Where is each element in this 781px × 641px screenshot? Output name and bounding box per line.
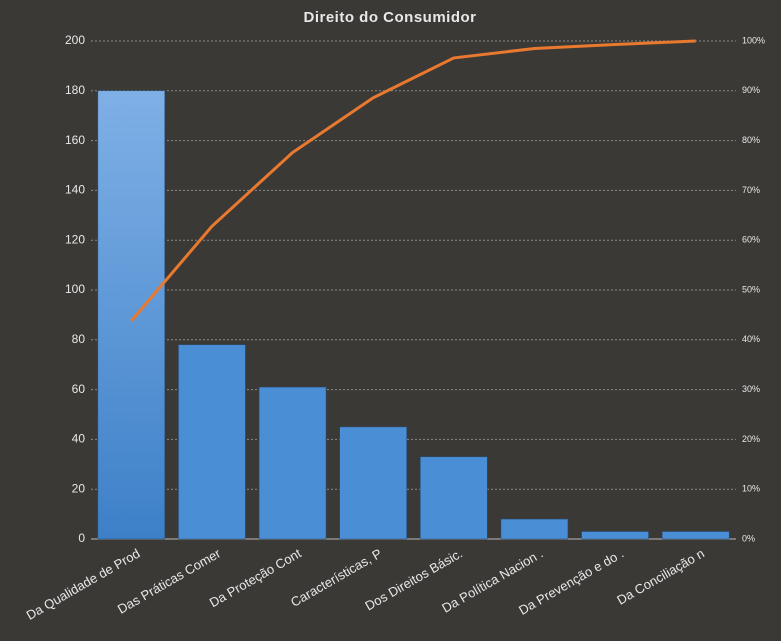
y-tick-label: 20 bbox=[72, 481, 86, 495]
y-tick-label: 80 bbox=[72, 332, 86, 346]
y-tick-label: 100 bbox=[65, 282, 85, 296]
bar bbox=[258, 386, 327, 540]
y-tick-label: 160 bbox=[65, 133, 85, 147]
y2-tick-label: 80% bbox=[742, 135, 760, 145]
cumulative-line bbox=[130, 39, 696, 322]
y-tick-label: 140 bbox=[65, 183, 85, 197]
y-tick-label: 120 bbox=[65, 232, 85, 246]
bar bbox=[500, 518, 569, 540]
bar bbox=[339, 426, 407, 540]
y2-tick-label: 30% bbox=[742, 384, 760, 394]
y2-tick-label: 10% bbox=[742, 484, 760, 494]
y2-tick-label: 50% bbox=[742, 284, 760, 294]
y-tick-label: 180 bbox=[65, 83, 85, 97]
y-tick-label: 0 bbox=[78, 531, 85, 545]
y2-tick-label: 40% bbox=[742, 334, 760, 344]
y-tick-label: 200 bbox=[65, 33, 85, 47]
y2-tick-label: 100% bbox=[742, 35, 765, 45]
chart-title: Direito do Consumidor bbox=[304, 9, 477, 26]
bar bbox=[97, 90, 166, 540]
y2-tick-label: 20% bbox=[742, 434, 760, 444]
y-tick-label: 40 bbox=[72, 432, 86, 446]
y2-tick-label: 70% bbox=[742, 185, 760, 195]
y2-tick-label: 60% bbox=[742, 235, 760, 245]
bar bbox=[581, 531, 649, 540]
bar bbox=[178, 344, 246, 540]
y2-tick-label: 0% bbox=[742, 533, 755, 543]
x-tick-label: Da Conciliação n bbox=[614, 546, 707, 608]
bar bbox=[420, 456, 488, 540]
y-tick-label: 60 bbox=[72, 382, 86, 396]
bar bbox=[661, 531, 730, 540]
y2-tick-label: 90% bbox=[742, 85, 760, 95]
